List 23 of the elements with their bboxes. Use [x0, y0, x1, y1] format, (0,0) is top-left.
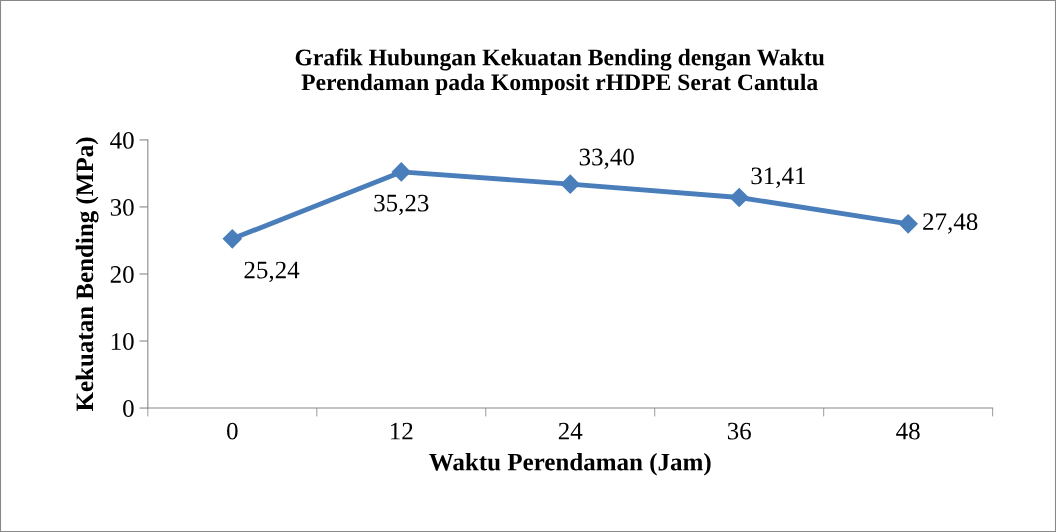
- x-tick-label: 48: [896, 422, 920, 440]
- data-label: 33,40: [579, 148, 634, 170]
- x-tick-label: 24: [558, 422, 583, 440]
- point: [729, 187, 749, 208]
- y-tick-label: 20: [110, 266, 134, 283]
- data-label: 27,48: [923, 213, 978, 234]
- data-label: 31,41: [751, 167, 806, 188]
- point: [560, 174, 580, 194]
- y-tick-label: 40: [110, 131, 134, 149]
- point: [222, 229, 242, 249]
- y-tick-label: 10: [111, 333, 134, 350]
- x-axis-title: Waktu Perendaman (Jam): [429, 452, 711, 476]
- point: [391, 162, 411, 182]
- point: [898, 214, 918, 234]
- chart-title: Grafik Hubungan Kekuatan Bending dengan Waktu Perendaman pada Komposit rHDPE Serat Cantula: [295, 48, 825, 96]
- y-tick-label: 0: [123, 400, 134, 417]
- x-tick-label: 36: [727, 422, 751, 440]
- y-tick-label: 30: [110, 199, 134, 216]
- data-label: 35,23: [374, 194, 429, 216]
- y-axis-title: Kekuatan Bending (MPa): [75, 137, 99, 412]
- x-tick-label: 12: [390, 422, 413, 440]
- x-tick-label: 0: [227, 422, 238, 440]
- data-label: 25,24: [244, 261, 300, 283]
